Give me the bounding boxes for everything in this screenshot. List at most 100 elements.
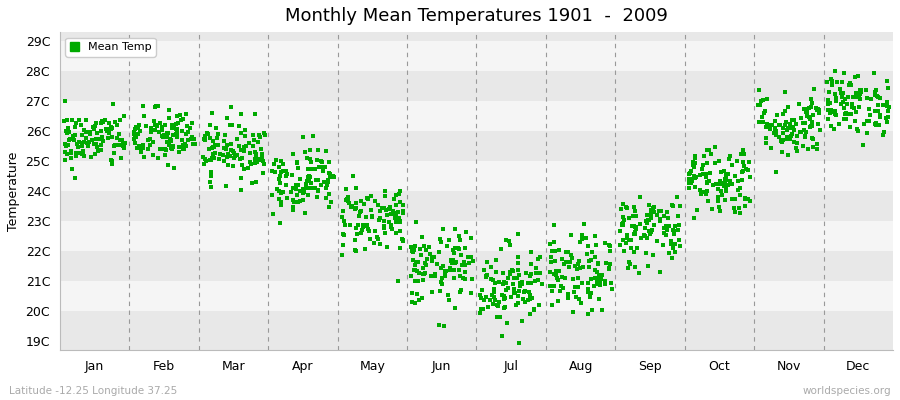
Point — [358, 246, 373, 252]
Point — [532, 302, 546, 309]
Point — [128, 134, 142, 140]
Point — [796, 126, 811, 133]
Point — [562, 263, 576, 270]
Point — [243, 150, 257, 156]
Point — [743, 198, 758, 204]
Point — [113, 154, 128, 161]
Point — [436, 263, 451, 270]
Point — [356, 227, 370, 233]
Point — [513, 280, 527, 286]
Point — [296, 134, 310, 140]
Point — [523, 296, 537, 302]
Point — [90, 144, 104, 150]
Point — [523, 273, 537, 279]
Point — [360, 222, 374, 229]
Point — [792, 101, 806, 107]
Point — [595, 306, 609, 313]
Point — [308, 166, 322, 172]
Point — [546, 283, 561, 290]
Point — [387, 210, 401, 216]
Point — [833, 86, 848, 92]
Point — [752, 118, 766, 125]
Point — [775, 149, 789, 156]
Point — [157, 134, 171, 140]
Point — [237, 144, 251, 150]
Point — [504, 294, 518, 300]
Point — [196, 154, 211, 160]
Point — [179, 131, 194, 137]
Point — [697, 152, 711, 159]
Point — [298, 181, 312, 188]
Point — [158, 152, 173, 158]
Point — [602, 242, 616, 248]
Point — [356, 201, 371, 207]
Point — [544, 302, 559, 308]
Point — [805, 135, 819, 141]
Point — [78, 134, 93, 141]
Point — [711, 186, 725, 192]
Point — [425, 254, 439, 260]
Point — [247, 137, 261, 144]
Point — [806, 99, 820, 106]
Point — [754, 98, 769, 104]
Point — [133, 128, 148, 134]
Point — [550, 276, 564, 283]
Point — [854, 86, 868, 93]
Point — [782, 121, 796, 127]
Point — [148, 104, 163, 110]
Point — [641, 217, 655, 223]
Point — [250, 158, 265, 165]
Point — [598, 260, 613, 266]
Point — [695, 166, 709, 172]
Point — [686, 162, 700, 168]
Point — [302, 166, 316, 172]
Point — [724, 196, 739, 203]
Point — [406, 257, 420, 263]
Point — [640, 234, 654, 241]
Point — [717, 196, 732, 203]
Point — [112, 136, 127, 143]
Point — [735, 147, 750, 153]
Point — [806, 144, 821, 150]
Point — [487, 286, 501, 292]
Point — [206, 144, 220, 150]
Point — [387, 196, 401, 202]
Point — [417, 243, 431, 249]
Point — [681, 176, 696, 183]
Point — [205, 155, 220, 162]
Point — [741, 196, 755, 202]
Point — [74, 122, 88, 128]
Point — [533, 270, 547, 276]
Point — [382, 218, 396, 225]
Point — [742, 167, 756, 173]
Point — [338, 222, 352, 228]
Point — [253, 134, 267, 140]
Point — [388, 211, 402, 217]
Point — [582, 258, 597, 264]
Point — [809, 141, 824, 148]
Point — [590, 268, 604, 275]
Point — [555, 274, 570, 280]
Point — [689, 174, 704, 180]
Point — [736, 158, 751, 165]
Point — [280, 170, 294, 177]
Point — [789, 139, 804, 146]
Point — [726, 204, 741, 211]
Point — [872, 122, 886, 129]
Point — [452, 267, 466, 273]
Point — [645, 226, 660, 233]
Point — [143, 136, 157, 143]
Point — [301, 185, 315, 191]
Point — [224, 140, 238, 147]
Point — [507, 290, 521, 296]
Point — [222, 122, 237, 128]
Point — [304, 158, 319, 165]
Point — [616, 222, 630, 228]
Point — [699, 147, 714, 154]
Point — [155, 127, 169, 133]
Point — [590, 281, 604, 287]
Point — [127, 129, 141, 136]
Point — [129, 131, 143, 138]
Point — [76, 150, 90, 156]
Point — [575, 232, 590, 238]
